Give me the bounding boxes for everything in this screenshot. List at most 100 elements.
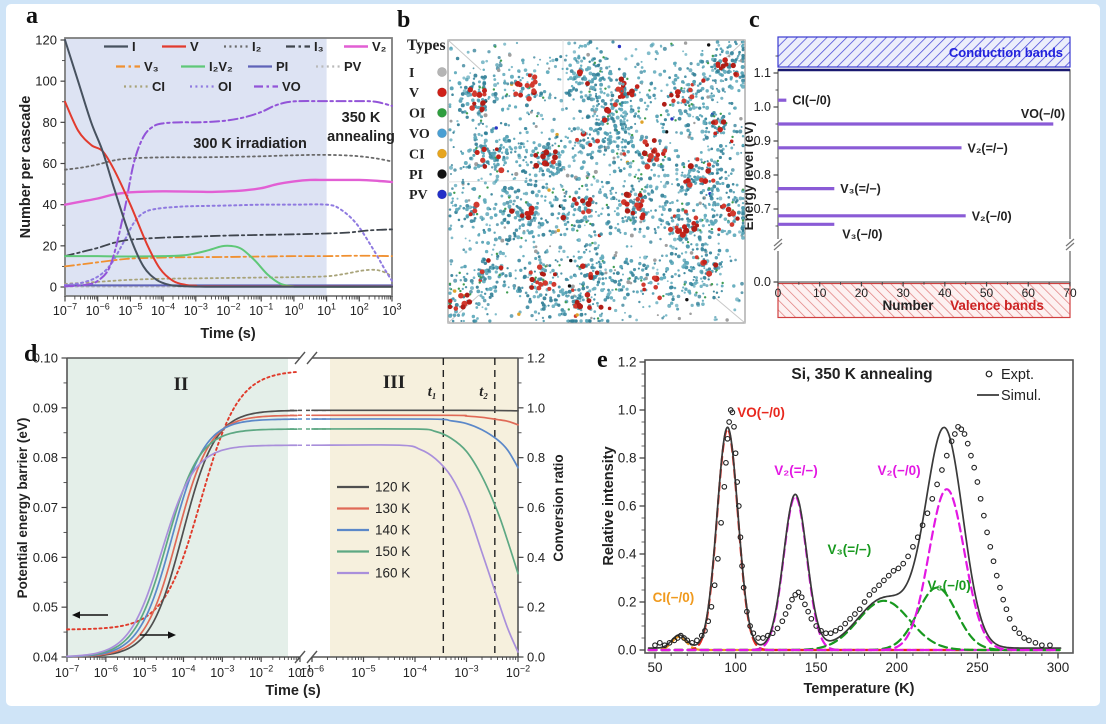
- panel-d-x-axis-label: Time (s): [265, 683, 321, 699]
- svg-text:0.0: 0.0: [527, 650, 545, 665]
- types-legend-OI: OI: [409, 107, 425, 122]
- t-mark-label: t₂: [479, 384, 488, 400]
- svg-text:40: 40: [938, 286, 952, 300]
- panel-d-left-axis-label: Potential energy barrier (eV): [15, 418, 30, 599]
- level-label: V₃(−/0): [842, 227, 882, 241]
- svg-text:0: 0: [775, 286, 782, 300]
- svg-text:1.0: 1.0: [527, 400, 545, 415]
- panel-b-label: b: [397, 7, 411, 33]
- svg-text:10−5: 10−5: [118, 301, 142, 318]
- svg-text:0.6: 0.6: [527, 500, 545, 515]
- level-label: CI(−/0): [792, 94, 831, 108]
- legend-temp-120K: 120 K: [375, 480, 410, 495]
- legend-temp-160K: 160 K: [375, 566, 410, 581]
- component-label: V₂(−/0): [877, 463, 920, 478]
- svg-text:10−4: 10−4: [403, 663, 427, 680]
- svg-text:10−3: 10−3: [454, 663, 478, 680]
- svg-text:10−4: 10−4: [171, 663, 195, 680]
- types-legend-PV: PV: [409, 188, 428, 203]
- svg-text:20: 20: [43, 238, 57, 253]
- legend-PV: PV: [344, 59, 362, 74]
- panel-a-label: a: [26, 3, 38, 29]
- legend-I3: I₃: [314, 39, 324, 54]
- legend-OI: OI: [218, 79, 232, 94]
- svg-text:50: 50: [980, 286, 994, 300]
- panel-d-right-axis-label: Conversion ratio: [551, 454, 566, 561]
- svg-text:60: 60: [43, 156, 57, 171]
- component-label: V₂(=/−): [774, 463, 818, 478]
- svg-text:0.4: 0.4: [527, 550, 545, 565]
- legend-temp-130K: 130 K: [375, 501, 410, 516]
- svg-text:10: 10: [813, 286, 827, 300]
- component-label: V₃(−/0): [927, 578, 970, 593]
- svg-text:0.8: 0.8: [618, 451, 637, 466]
- svg-text:250: 250: [966, 660, 989, 675]
- svg-text:20: 20: [855, 286, 869, 300]
- svg-text:10−2: 10−2: [506, 663, 530, 680]
- panel-b-defect-distribution-snapshot: Types IV OI VO CI PI PV: [407, 37, 746, 324]
- legend-I: I: [132, 39, 136, 54]
- svg-text:100: 100: [35, 74, 57, 89]
- svg-text:0.6: 0.6: [618, 499, 637, 514]
- svg-text:10−2: 10−2: [216, 301, 240, 318]
- svg-text:10−6: 10−6: [300, 663, 324, 680]
- svg-text:0.2: 0.2: [527, 600, 545, 615]
- legend-CI: CI: [152, 79, 165, 94]
- svg-text:102: 102: [350, 301, 369, 318]
- svg-text:70: 70: [1063, 286, 1077, 300]
- svg-text:100: 100: [724, 660, 747, 675]
- svg-text:150: 150: [805, 660, 828, 675]
- svg-text:10−7: 10−7: [55, 663, 79, 680]
- svg-text:0.7: 0.7: [754, 202, 771, 216]
- panel-e-y-axis-label: Relative intensity: [601, 446, 617, 565]
- svg-text:120: 120: [35, 33, 57, 48]
- legend-temp-150K: 150 K: [375, 544, 410, 559]
- legend-I2V2: I₂V₂: [209, 59, 233, 74]
- svg-text:101: 101: [317, 301, 336, 318]
- svg-text:0.06: 0.06: [33, 550, 58, 565]
- svg-text:0.8: 0.8: [527, 450, 545, 465]
- component-label: VO(−/0): [737, 405, 785, 420]
- types-legend-I: I: [409, 66, 414, 81]
- svg-text:10−1: 10−1: [288, 663, 312, 680]
- svg-text:0.04: 0.04: [33, 649, 58, 664]
- legend-VO: VO: [282, 79, 301, 94]
- svg-text:0.2: 0.2: [618, 595, 637, 610]
- panel-d-barrier-conversion-chart: 10−7 10−6 10−5 10−4 10−3 10−2 10−110−6 10−5 10−4…: [15, 350, 566, 699]
- legend-I2: I₂: [252, 39, 262, 54]
- svg-text:10−6: 10−6: [94, 663, 118, 680]
- svg-text:60: 60: [1022, 286, 1036, 300]
- types-legend-title: Types: [407, 37, 445, 54]
- level-label: VO(−/0): [1021, 107, 1065, 121]
- annotation-annealing: annealing: [327, 129, 395, 145]
- svg-text:0.09: 0.09: [33, 400, 58, 415]
- panel-c-x-axis-label: Number: [882, 298, 934, 313]
- svg-text:10−5: 10−5: [133, 663, 157, 680]
- legend-temp-140K: 140 K: [375, 523, 410, 538]
- level-label: V₃(=/−): [840, 182, 881, 196]
- panel-c-label: c: [749, 7, 760, 33]
- panel-e-dlts-spectrum-chart: 50 100 150 200 250 300 0.0 0.2 0.4 0.6 0.8 1.0 1.2 CI…: [601, 355, 1074, 697]
- svg-text:10−4: 10−4: [151, 301, 175, 318]
- level-label: V₂(−/0): [972, 209, 1012, 223]
- types-legend-PI: PI: [409, 168, 423, 183]
- svg-text:40: 40: [43, 197, 57, 212]
- t-mark-label: t₁: [428, 384, 437, 400]
- svg-text:0.10: 0.10: [33, 351, 58, 366]
- svg-text:1.2: 1.2: [527, 350, 545, 365]
- svg-text:0.4: 0.4: [618, 547, 637, 562]
- panel-a-defect-evolution-chart: 10−7 10−6 10−5 10−4 10−3 10−2 10−1 100 101 102 103…: [18, 33, 401, 342]
- svg-text:0: 0: [50, 280, 57, 295]
- panel-c-energy-levels-chart: Conduction bands 0.0 0.7 0.8 0.9 1.0 1.1 0 10 20 3…: [745, 36, 1077, 319]
- panel-e-title: Si, 350 K annealing: [791, 366, 932, 383]
- legend-V: V: [190, 39, 199, 54]
- svg-text:0.9: 0.9: [754, 134, 771, 148]
- svg-text:0.0: 0.0: [754, 275, 771, 289]
- legend-expt: Expt.: [1001, 367, 1034, 383]
- types-legend-V: V: [409, 86, 419, 101]
- svg-text:50: 50: [647, 660, 662, 675]
- svg-text:100: 100: [284, 301, 303, 318]
- annotation-350k: 350 K: [342, 110, 381, 126]
- svg-text:80: 80: [43, 115, 57, 130]
